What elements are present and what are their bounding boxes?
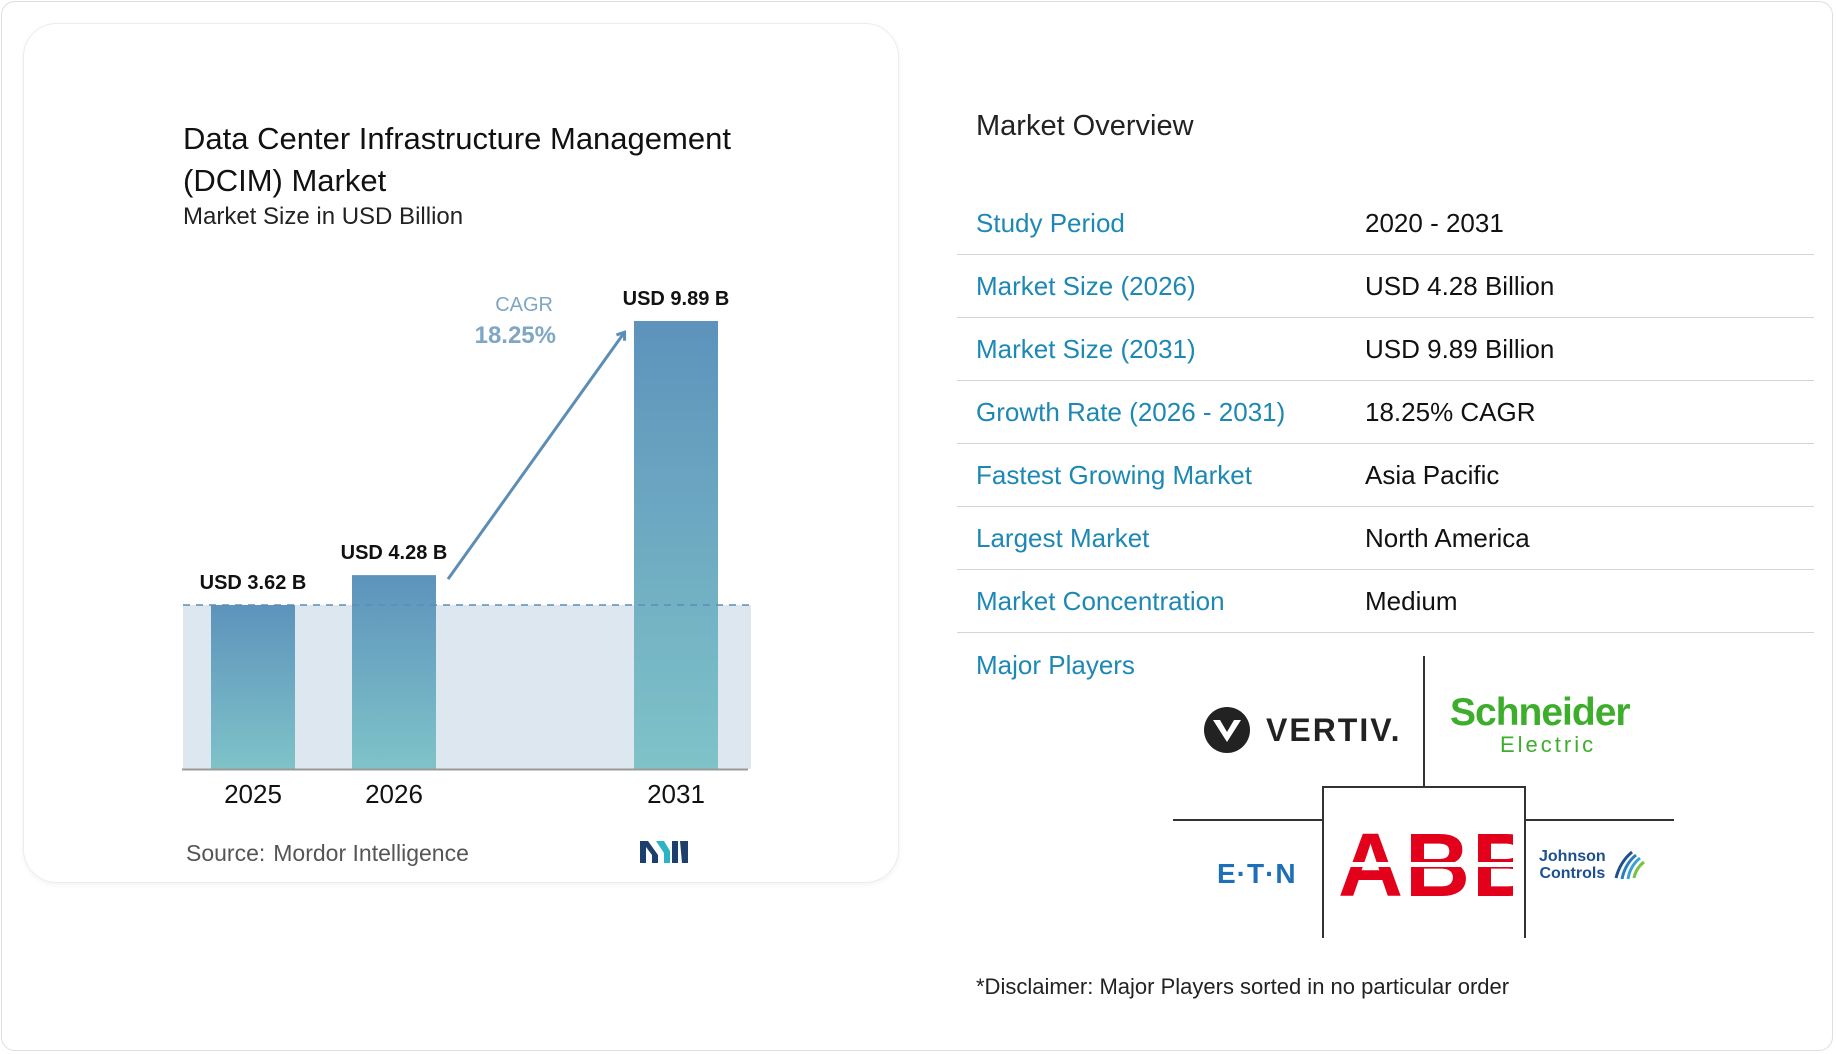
bar — [211, 605, 295, 769]
grid-divider — [1423, 656, 1425, 786]
mordor-intelligence-logo — [640, 841, 688, 863]
overview-label: Market Concentration — [976, 585, 1225, 616]
johnson-controls-logo: Johnson Controls — [1539, 848, 1646, 882]
source-label: Source: — [186, 840, 266, 866]
cagr-label: CAGR — [495, 294, 553, 316]
schneider-electric-logo: Schneider Electric — [1450, 693, 1650, 757]
overview-row: Market Concentration Medium — [957, 570, 1814, 633]
vertiv-logo: VERTIV. — [1203, 706, 1402, 754]
bar-chart: USD 3.62 B USD 4.28 B USD 9.89 B 2025 2026 20… — [182, 288, 752, 809]
overview-row: Growth Rate (2026 - 2031) 18.25% CAGR — [957, 381, 1814, 444]
electric-wordmark: Electric — [1500, 732, 1597, 757]
x-tick-label: 2025 — [224, 779, 282, 809]
johnson-wordmark: Johnson — [1539, 848, 1606, 865]
grid-divider — [1173, 819, 1323, 821]
disclaimer: *Disclaimer: Major Players sorted in no … — [976, 974, 1510, 999]
chart-subtitle: Market Size in USD Billion — [183, 203, 464, 230]
abb-logo: ABB — [1338, 818, 1513, 914]
overview-label: Market Size (2026) — [976, 270, 1196, 301]
grid-divider — [1524, 819, 1674, 821]
vertiv-wordmark: VERTIV. — [1266, 711, 1402, 748]
vertiv-mark-icon — [1204, 707, 1250, 753]
source-note: Source: Mordor Intelligence — [186, 840, 469, 867]
overview-label: Fastest Growing Market — [976, 459, 1252, 490]
overview-value: USD 9.89 Billion — [1365, 333, 1555, 364]
chart-title: Data Center Infrastructure Management (D… — [183, 121, 731, 198]
data-label: USD 9.89 B — [623, 288, 730, 310]
overview-label: Study Period — [976, 207, 1125, 238]
eaton-logo: E·T·N — [1217, 858, 1297, 889]
overview-label: Largest Market — [976, 522, 1150, 553]
johnson-controls-wordmark: Johnson Controls — [1539, 848, 1606, 882]
overview-value: 2020 - 2031 — [1365, 207, 1504, 238]
bar — [634, 321, 718, 769]
cagr-arrow — [446, 333, 624, 580]
x-tick-label: 2026 — [365, 779, 423, 809]
overview-row: Fastest Growing Market Asia Pacific — [957, 444, 1814, 507]
overview-value: Medium — [1365, 585, 1458, 616]
overview-row: Market Size (2031) USD 9.89 Billion — [957, 318, 1814, 381]
grid-divider — [1322, 786, 1525, 788]
overview-value: USD 4.28 Billion — [1365, 270, 1555, 301]
overview-label: Market Size (2031) — [976, 333, 1196, 364]
data-label: USD 4.28 B — [341, 542, 448, 564]
grid-divider — [1322, 786, 1324, 938]
overview-row: Study Period 2020 - 2031 — [957, 192, 1814, 255]
major-players-label: Major Players — [976, 650, 1135, 680]
x-tick-label: 2031 — [647, 779, 705, 809]
controls-wordmark: Controls — [1539, 865, 1606, 882]
overview-table: Study Period 2020 - 2031 Market Size (20… — [957, 192, 1814, 633]
overview-row: Market Size (2026) USD 4.28 Billion — [957, 255, 1814, 318]
overview-title: Market Overview — [976, 110, 1194, 142]
johnson-controls-mark-icon — [1614, 850, 1645, 880]
overview-row: Largest Market North America — [957, 507, 1814, 570]
abb-stripe — [1338, 862, 1513, 867]
overview-value: North America — [1365, 522, 1530, 553]
source-name: Mordor Intelligence — [273, 840, 469, 866]
data-label: USD 3.62 B — [200, 572, 307, 594]
overview-value: Asia Pacific — [1365, 459, 1500, 490]
grid-divider — [1524, 786, 1526, 938]
overview-value: 18.25% CAGR — [1365, 396, 1536, 427]
schneider-wordmark: Schneider — [1450, 691, 1631, 734]
bar — [352, 575, 436, 769]
overview-label: Growth Rate (2026 - 2031) — [976, 396, 1286, 427]
cagr-value: 18.25% — [475, 322, 556, 349]
